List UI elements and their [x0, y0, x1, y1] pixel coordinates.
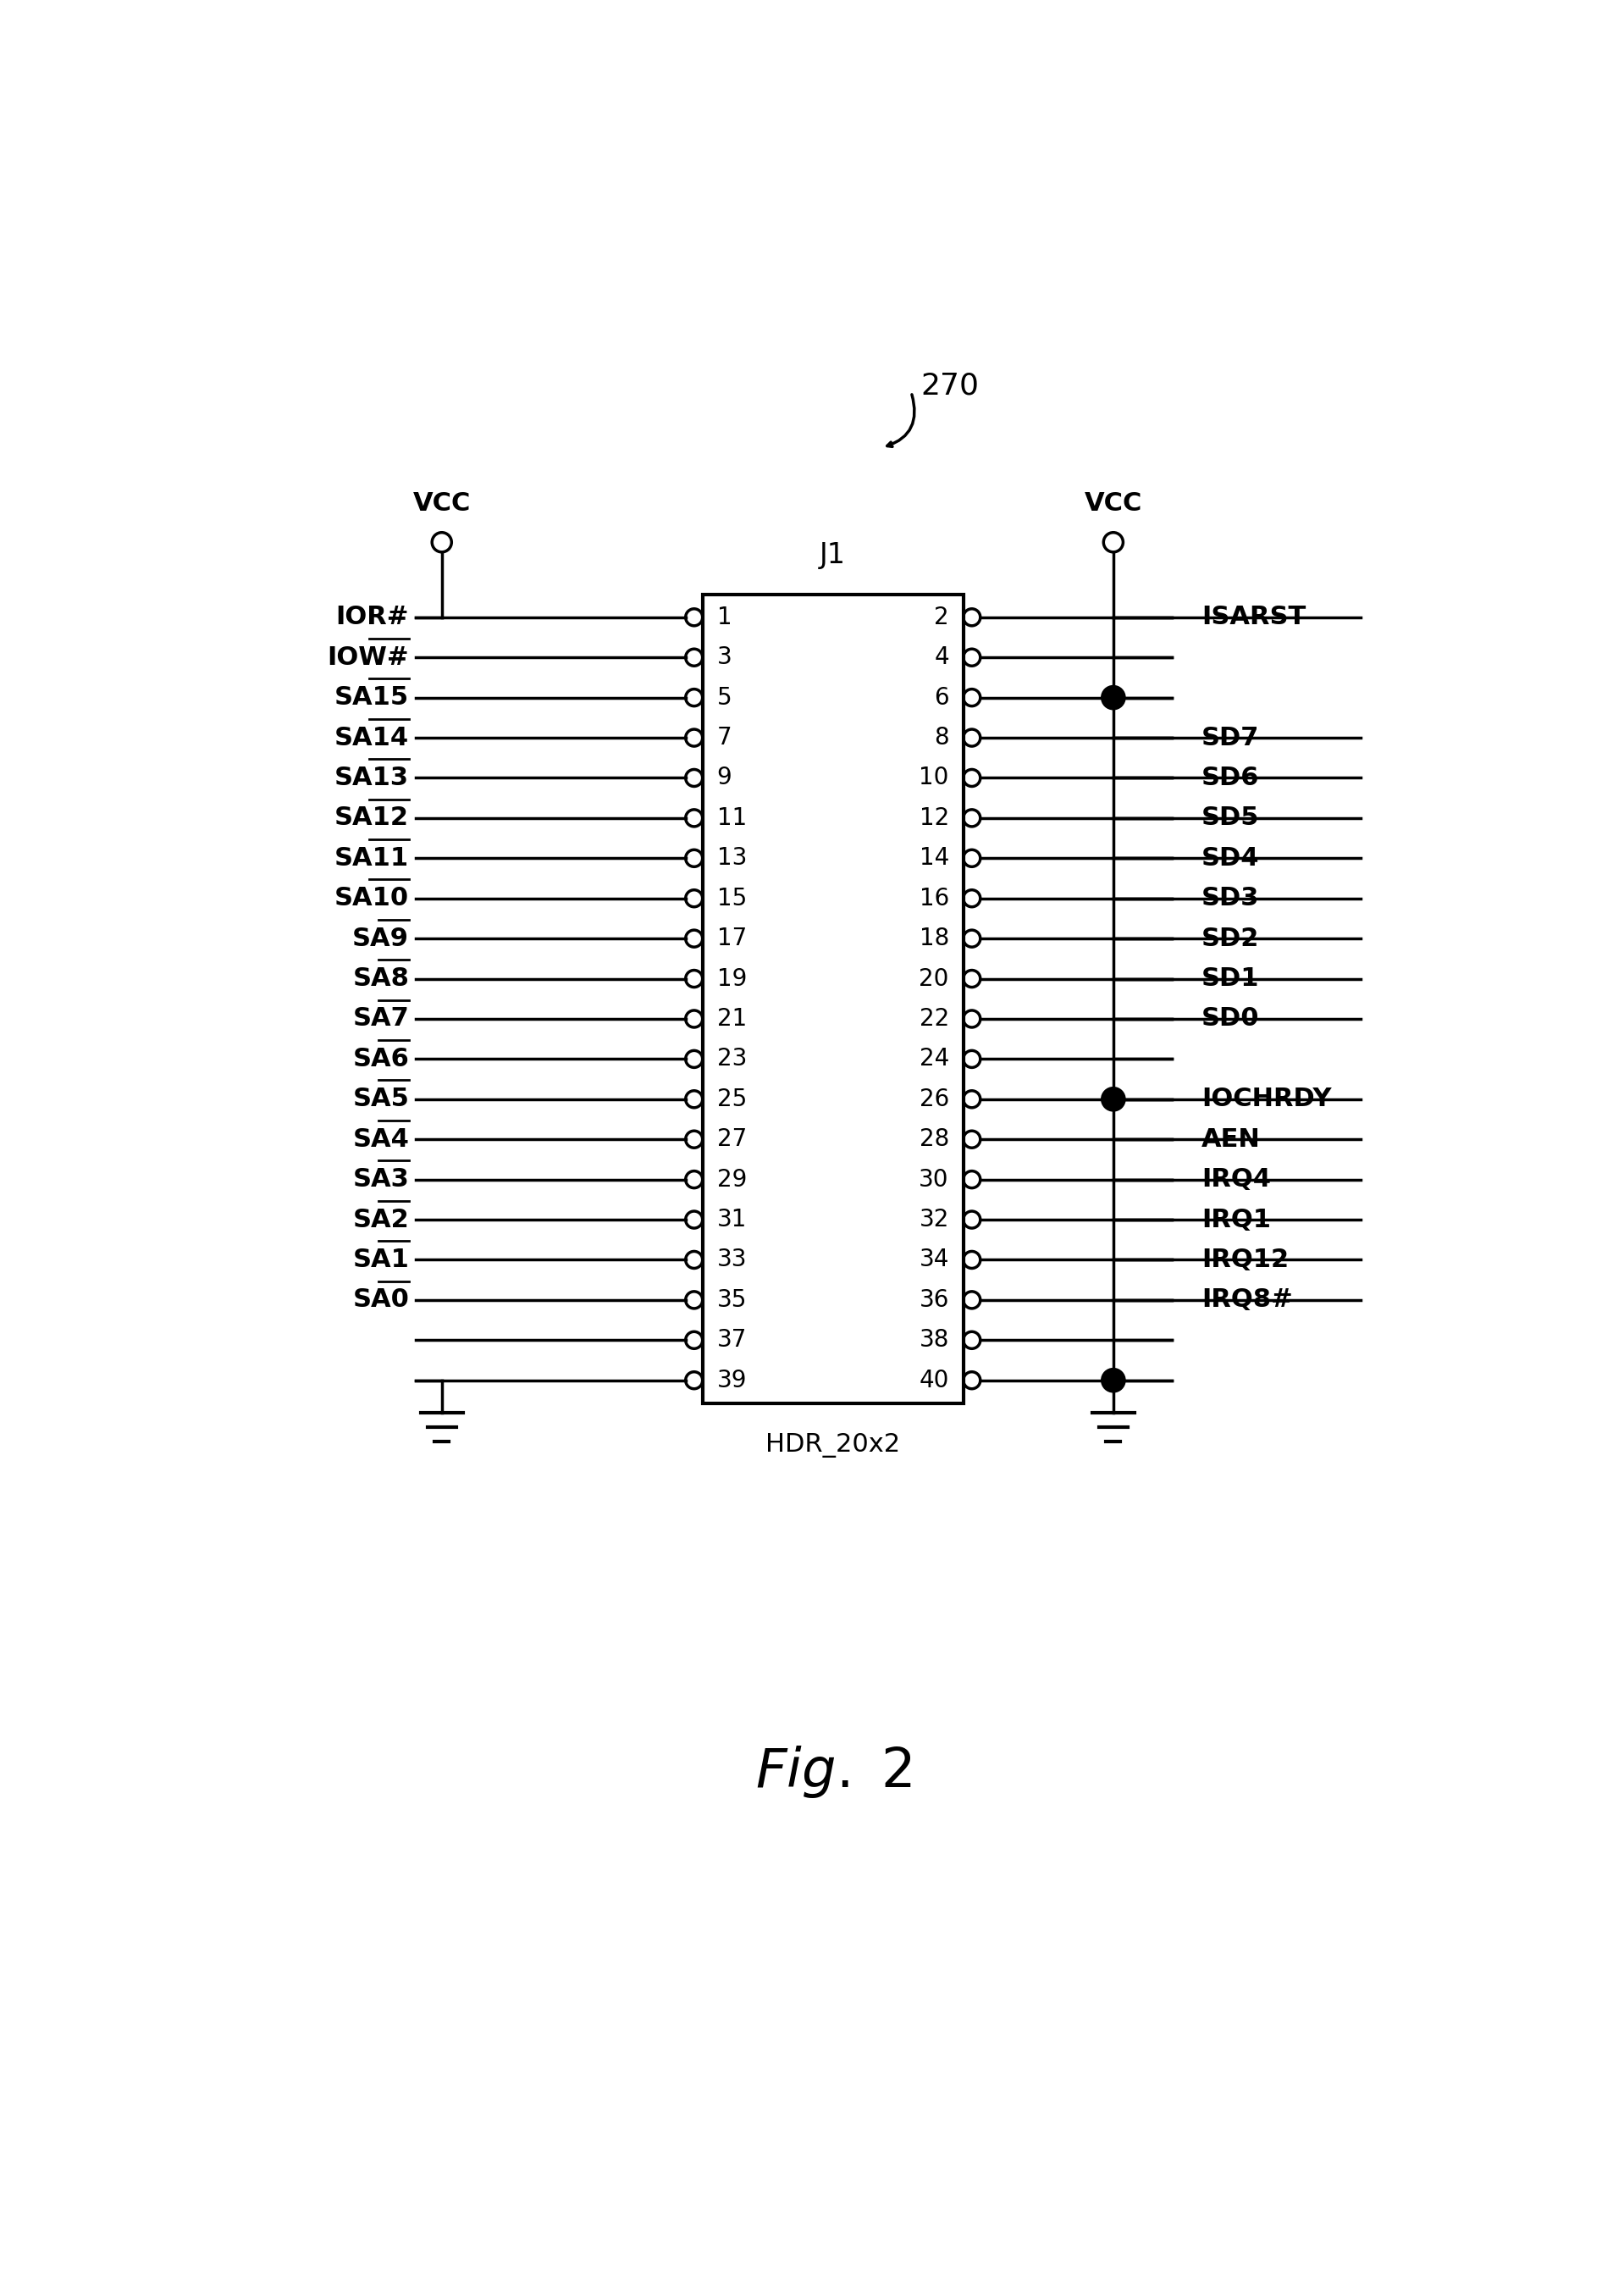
Circle shape	[1103, 688, 1124, 708]
Text: SA2: SA2	[352, 1207, 409, 1232]
Circle shape	[1103, 1089, 1124, 1110]
Text: 39: 39	[716, 1368, 747, 1393]
Text: VCC: VCC	[412, 490, 471, 515]
Text: SA8: SA8	[352, 967, 409, 992]
Text: SA7: SA7	[352, 1007, 409, 1030]
Circle shape	[1103, 1368, 1124, 1391]
Text: VCC: VCC	[1085, 490, 1142, 515]
Text: 4: 4	[934, 647, 948, 669]
Text: SA15: SA15	[335, 685, 409, 710]
Text: IOCHRDY: IOCHRDY	[1202, 1087, 1332, 1112]
Text: SA3: SA3	[352, 1166, 409, 1191]
Text: 27: 27	[716, 1128, 747, 1150]
Text: 9: 9	[716, 767, 732, 790]
Text: $\mathit{Fig.}$ $\mathit{2}$: $\mathit{Fig.}$ $\mathit{2}$	[755, 1743, 911, 1799]
Text: SA6: SA6	[352, 1046, 409, 1071]
Text: SA5: SA5	[352, 1087, 409, 1112]
Text: SA9: SA9	[352, 926, 409, 951]
Text: SA10: SA10	[335, 887, 409, 910]
Text: 17: 17	[716, 926, 747, 951]
Text: 31: 31	[716, 1207, 747, 1232]
Text: SA4: SA4	[352, 1128, 409, 1153]
Text: IRQ12: IRQ12	[1202, 1248, 1288, 1273]
Text: 7: 7	[716, 726, 732, 749]
Text: AEN: AEN	[1202, 1128, 1260, 1153]
Text: 32: 32	[919, 1207, 948, 1232]
Text: SA12: SA12	[335, 805, 409, 830]
Text: 36: 36	[919, 1289, 948, 1311]
Text: 3: 3	[716, 647, 732, 669]
Text: 10: 10	[919, 767, 948, 790]
Text: IOR#: IOR#	[336, 606, 409, 629]
Text: 22: 22	[919, 1007, 948, 1030]
Text: SA14: SA14	[335, 726, 409, 751]
Text: SD4: SD4	[1202, 846, 1259, 871]
Text: 34: 34	[919, 1248, 948, 1271]
Text: 20: 20	[919, 967, 948, 992]
Text: SD7: SD7	[1202, 726, 1259, 751]
Text: SD1: SD1	[1202, 967, 1259, 992]
Text: IOW#: IOW#	[328, 644, 409, 669]
Text: 29: 29	[716, 1169, 747, 1191]
Text: SD3: SD3	[1202, 887, 1259, 910]
Text: 28: 28	[919, 1128, 948, 1150]
Text: SA1: SA1	[352, 1248, 409, 1273]
Text: IRQ1: IRQ1	[1202, 1207, 1270, 1232]
Text: SA11: SA11	[335, 846, 409, 871]
Text: 38: 38	[919, 1327, 948, 1352]
Text: 30: 30	[919, 1169, 948, 1191]
Text: 26: 26	[919, 1087, 948, 1112]
Text: 15: 15	[716, 887, 747, 910]
Text: SD2: SD2	[1202, 926, 1259, 951]
Text: 16: 16	[919, 887, 948, 910]
Text: IRQ4: IRQ4	[1202, 1166, 1270, 1191]
Text: 1: 1	[716, 606, 732, 629]
Text: 24: 24	[919, 1048, 948, 1071]
Text: 5: 5	[716, 685, 732, 710]
Text: SD6: SD6	[1202, 765, 1259, 790]
Text: 40: 40	[919, 1368, 948, 1393]
Text: J1: J1	[820, 542, 846, 570]
Text: 2: 2	[934, 606, 948, 629]
Text: 35: 35	[716, 1289, 747, 1311]
Text: IRQ8#: IRQ8#	[1202, 1289, 1293, 1311]
Text: 18: 18	[919, 926, 948, 951]
Text: 13: 13	[716, 846, 747, 869]
Text: HDR_20x2: HDR_20x2	[765, 1434, 900, 1457]
Text: 6: 6	[934, 685, 948, 710]
Text: 19: 19	[716, 967, 747, 992]
Text: 270: 270	[921, 372, 979, 399]
Text: 11: 11	[716, 805, 747, 830]
Text: 25: 25	[716, 1087, 747, 1112]
Text: SA13: SA13	[335, 765, 409, 790]
Text: 14: 14	[919, 846, 948, 869]
Text: 37: 37	[716, 1327, 747, 1352]
Text: 21: 21	[716, 1007, 747, 1030]
Text: SD0: SD0	[1202, 1007, 1259, 1030]
Text: SA0: SA0	[352, 1289, 409, 1311]
Text: 12: 12	[919, 805, 948, 830]
Text: 23: 23	[716, 1048, 747, 1071]
Text: SD5: SD5	[1202, 805, 1259, 830]
Text: 33: 33	[716, 1248, 747, 1271]
Bar	[703, 594, 963, 1402]
Text: ISARST: ISARST	[1202, 606, 1306, 629]
Text: 8: 8	[934, 726, 948, 749]
